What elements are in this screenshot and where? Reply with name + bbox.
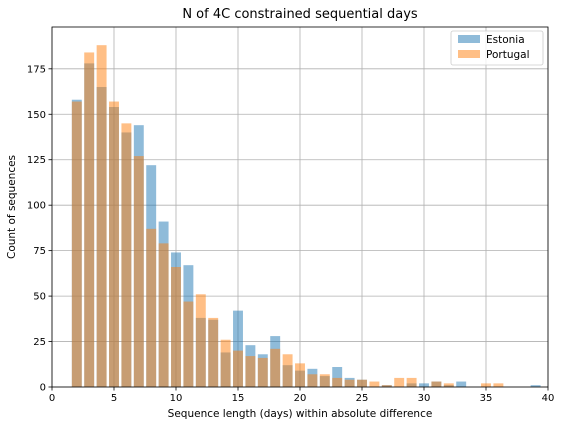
x-tick-label: 15 (232, 393, 245, 404)
x-tick-label: 20 (294, 393, 307, 404)
bar-portugal (295, 363, 305, 387)
bar-portugal (381, 385, 392, 387)
bar-portugal (493, 383, 504, 387)
bar-portugal (146, 228, 157, 387)
bar-portugal (171, 267, 181, 387)
bar-portugal (245, 356, 256, 387)
bar-portugal (121, 123, 132, 387)
bar-estonia (332, 367, 343, 387)
bars (71, 45, 541, 388)
bar-portugal (319, 374, 330, 387)
bar-portugal (109, 101, 119, 387)
bar-portugal (158, 243, 169, 387)
y-tick-label: 175 (27, 64, 46, 75)
bar-portugal (307, 374, 318, 387)
x-tick-label: 40 (542, 393, 555, 404)
bar-portugal (195, 294, 206, 387)
bar-portugal (332, 377, 343, 387)
bar-estonia (419, 383, 429, 387)
x-axis-label: Sequence length (days) within absolute d… (168, 408, 433, 420)
bar-portugal (406, 377, 417, 387)
x-tick-label: 25 (356, 393, 369, 404)
legend-label-portugal: Portugal (486, 49, 530, 61)
bar-portugal (394, 377, 405, 387)
bar-portugal (233, 350, 243, 387)
bar-estonia (456, 381, 467, 387)
bar-estonia (233, 310, 243, 387)
bar-portugal (71, 101, 82, 387)
bar-portugal (208, 317, 219, 387)
bar-portugal (443, 383, 454, 387)
y-axis-label: Count of sequences (6, 155, 18, 259)
x-tick-label: 30 (418, 393, 431, 404)
bar-portugal (257, 357, 268, 387)
x-tick-label: 10 (170, 393, 183, 404)
x-tick-label: 5 (111, 393, 117, 404)
legend-swatch-portugal (458, 50, 480, 58)
x-tick-label: 35 (480, 393, 493, 404)
legend-swatch-estonia (458, 35, 480, 43)
axis-ticks: 0 5 10 15 20 25 30 35 40 0 25 50 75 100 125 150 175 (27, 64, 554, 404)
bar-portugal (282, 354, 293, 387)
y-tick-label: 50 (33, 292, 46, 303)
bar-portugal (183, 301, 194, 387)
bar-estonia (530, 385, 541, 387)
bar-portugal (133, 156, 144, 387)
bar-portugal (270, 348, 281, 387)
y-tick-label: 75 (33, 246, 46, 257)
y-tick-label: 125 (27, 155, 46, 166)
y-tick-label: 25 (33, 337, 46, 348)
bar-portugal (220, 339, 231, 387)
y-tick-label: 0 (40, 383, 46, 394)
legend: Estonia Portugal (450, 30, 544, 66)
y-tick-label: 100 (27, 201, 46, 212)
bar-portugal (431, 381, 442, 387)
bar-portugal (344, 379, 355, 387)
bar-portugal (96, 45, 107, 387)
bar-portugal (84, 52, 95, 388)
legend-label-estonia: Estonia (486, 34, 525, 46)
chart-title: N of 4C constrained sequential days (182, 7, 418, 22)
x-tick-label: 0 (49, 393, 55, 404)
bar-portugal (481, 383, 491, 387)
bar-portugal (369, 381, 380, 387)
y-tick-label: 150 (27, 110, 46, 121)
bar-portugal (357, 379, 367, 387)
